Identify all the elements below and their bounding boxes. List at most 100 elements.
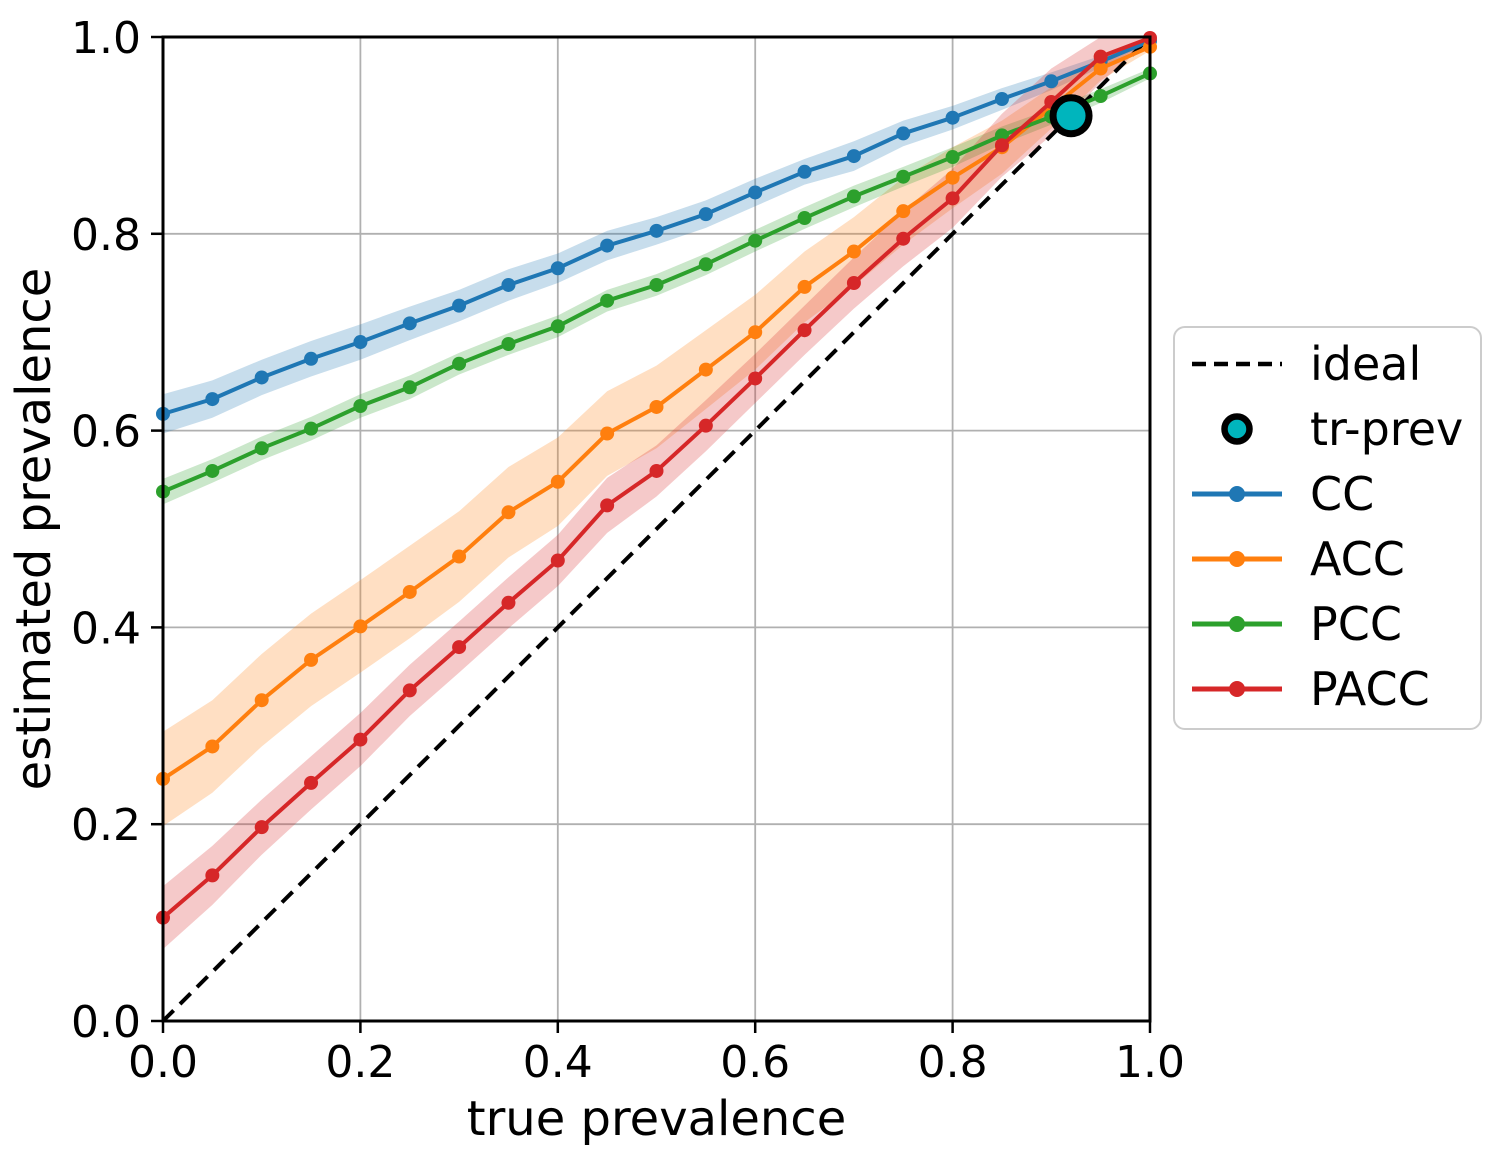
y-tick-label: 0.0 [71, 997, 141, 1048]
marker-ACC [748, 325, 763, 340]
marker-CC [304, 351, 319, 366]
marker-PACC [896, 231, 911, 246]
marker-PACC [994, 138, 1009, 153]
marker-CC [896, 126, 911, 141]
marker-PACC [1093, 49, 1108, 64]
legend-marker-ideal [1192, 361, 1282, 367]
legend-label: PCC [1310, 597, 1402, 651]
marker-CC [797, 164, 812, 179]
band-PACC [163, 37, 1150, 950]
marker-CC [698, 207, 713, 222]
marker-ACC [402, 584, 417, 599]
marker-ACC [353, 619, 368, 634]
legend-label: PACC [1310, 662, 1430, 716]
marker-PACC [698, 418, 713, 433]
x-tick-label: 0.4 [523, 1037, 593, 1088]
legend-item-ideal: ideal [1190, 336, 1480, 392]
marker-PCC [748, 233, 763, 248]
legend-item-tr-prev: tr-prev [1190, 401, 1480, 457]
legend-item-ACC: ACC [1190, 531, 1480, 587]
y-tick-label: 0.4 [71, 603, 141, 654]
marker-ACC [698, 362, 713, 377]
marker-PCC [945, 150, 960, 165]
y-tick-label: 1.0 [71, 13, 141, 64]
marker-PCC [797, 211, 812, 226]
legend-marker-ACC [1192, 551, 1282, 567]
legend-item-CC: CC [1190, 466, 1480, 522]
marker-CC [649, 223, 664, 238]
legend-marker-tr-prev [1221, 413, 1253, 445]
marker-CC [205, 392, 220, 407]
marker-ACC [945, 170, 960, 185]
y-tick-label: 0.2 [71, 800, 141, 851]
marker-PCC [452, 356, 467, 371]
legend: ideal tr-prev CC ACC PCC PACC [1173, 326, 1482, 730]
marker-PACC [304, 775, 319, 790]
marker-CC [1044, 74, 1059, 89]
marker-ACC [501, 505, 516, 520]
marker-ACC [649, 399, 664, 414]
marker-PACC [353, 732, 368, 747]
marker-CC [452, 298, 467, 313]
marker-ACC [1093, 61, 1108, 76]
x-tick-label: 0.6 [720, 1037, 790, 1088]
marker-PACC [501, 595, 516, 610]
marker-PACC [550, 553, 565, 568]
marker-PCC [304, 421, 319, 436]
legend-label: tr-prev [1310, 402, 1464, 456]
marker-PCC [254, 441, 269, 456]
marker-PACC [846, 276, 861, 290]
marker-PACC [945, 191, 960, 206]
marker-ACC [896, 204, 911, 219]
dot-icon [1229, 551, 1245, 567]
dot-icon [1229, 681, 1245, 697]
marker-PACC [600, 498, 615, 513]
marker-PCC [1093, 89, 1108, 104]
marker-CC [994, 91, 1009, 106]
marker-CC [254, 370, 269, 385]
x-tick-label: 0.0 [128, 1037, 198, 1088]
legend-label: CC [1310, 467, 1375, 521]
y-tick-label: 0.6 [71, 407, 141, 458]
marker-ACC [550, 474, 565, 489]
marker-PCC [600, 293, 615, 308]
marker-PCC [994, 128, 1009, 143]
ideal-line [161, 35, 1152, 1023]
marker-CC [353, 335, 368, 350]
legend-marker-CC [1192, 486, 1282, 502]
x-tick-label: 0.2 [325, 1037, 395, 1088]
legend-label: ideal [1310, 337, 1422, 391]
marker-PACC [205, 868, 220, 883]
x-axis-label: true prevalence [466, 1091, 847, 1147]
marker-ACC [452, 549, 467, 564]
marker-CC [600, 238, 615, 253]
marker-PACC [649, 463, 664, 478]
marker-CC [846, 149, 861, 164]
marker-CC [748, 185, 763, 200]
legend-label: ACC [1310, 532, 1405, 586]
circle-icon [1221, 413, 1253, 445]
x-tick-label: 0.8 [918, 1037, 988, 1088]
marker-ACC [254, 693, 269, 708]
legend-marker-PACC [1192, 681, 1282, 697]
marker-PACC [254, 820, 269, 835]
tr-prev-marker [1049, 94, 1093, 138]
marker-PCC [353, 399, 368, 413]
marker-CC [402, 316, 417, 331]
marker-PACC [748, 371, 763, 386]
marker-PCC [550, 319, 565, 334]
marker-ACC [205, 739, 220, 754]
legend-item-PACC: PACC [1190, 661, 1480, 717]
marker-PACC [402, 683, 417, 698]
marker-PACC [452, 640, 467, 655]
marker-PACC [797, 323, 812, 338]
marker-PCC [846, 189, 861, 204]
marker-CC [501, 277, 516, 292]
dot-icon [1229, 616, 1245, 632]
marker-CC [945, 110, 960, 125]
x-tick-label: 1.0 [1115, 1037, 1185, 1088]
legend-item-PCC: PCC [1190, 596, 1480, 652]
marker-ACC [600, 426, 615, 441]
marker-CC [550, 261, 565, 276]
